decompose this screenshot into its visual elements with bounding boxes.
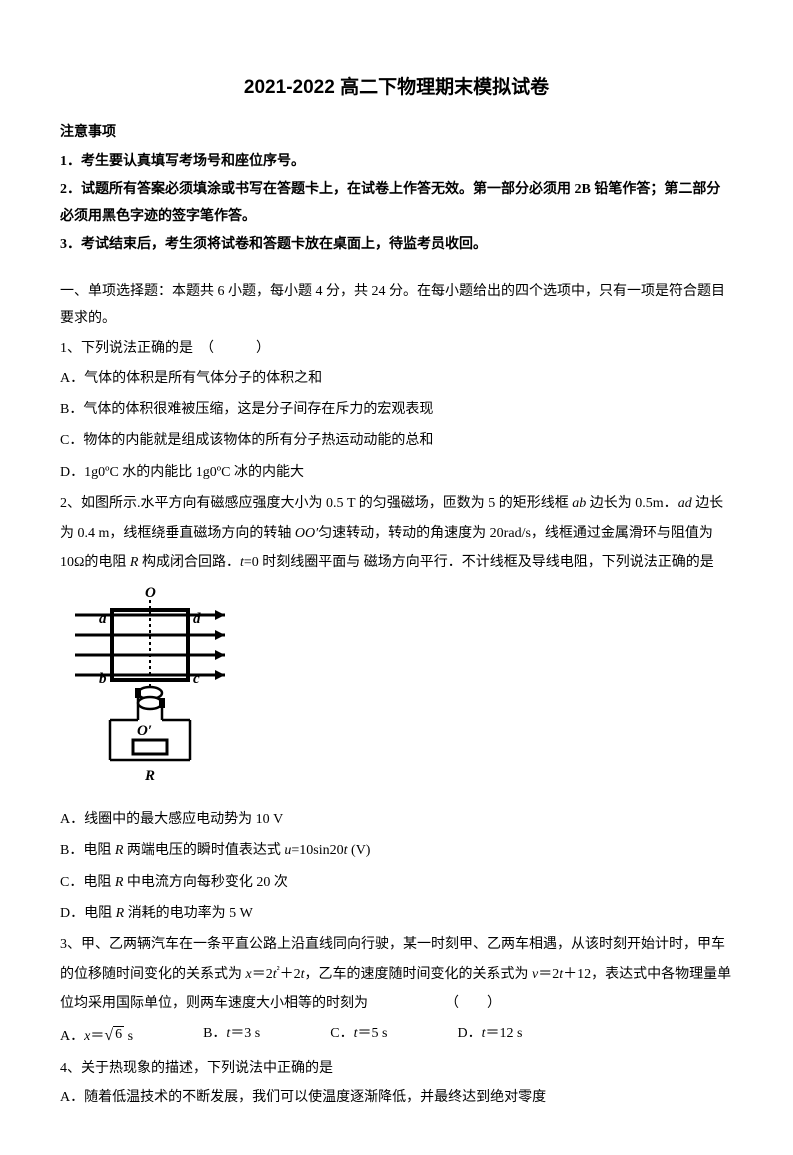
q2-option-c: C．电阻 R 中电流方向每秒变化 20 次 <box>60 868 733 897</box>
question-4: 4、关于热现象的描述，下列说法中正确的是 A．随着低温技术的不断发展，我们可以使… <box>60 1054 733 1113</box>
diagram-label-o-top: O <box>145 585 156 601</box>
q3-option-a: A．x＝√6 s <box>60 1019 133 1053</box>
q2-option-a: A．线圈中的最大感应电动势为 10 V <box>60 805 733 834</box>
q2-option-b: B．电阻 R 两端电压的瞬时值表达式 u=10sin20t (V) <box>60 836 733 865</box>
q2-stem: 2、如图所示.水平方向有磁感应强度大小为 0.5 T 的匀强磁场，匝数为 5 的… <box>60 489 733 577</box>
q1-option-a: A．气体的体积是所有气体分子的体积之和 <box>60 364 733 393</box>
diagram-label-b: b <box>99 671 107 687</box>
diagram-label-a: a <box>99 611 107 627</box>
diagram-label-c: c <box>193 671 200 687</box>
instruction-2: 2．试题所有答案必须填涂或书写在答题卡上，在试卷上作答无效。第一部分必须用 2B… <box>60 177 733 230</box>
notice-header: 注意事项 <box>60 120 733 147</box>
q3-stem: 3、甲、乙两辆汽车在一条平直公路上沿直线同向行驶，某一时刻甲、乙两车相遇，从该时… <box>60 930 733 1018</box>
q1-stem: 1、下列说法正确的是 （ ） <box>60 334 733 363</box>
q1-option-d: D．1g0ºC 水的内能比 1g0ºC 冰的内能大 <box>60 458 733 487</box>
q3-option-d: D．t＝12 s <box>457 1019 522 1053</box>
diagram-label-o-bot: O′ <box>137 723 152 739</box>
q2-option-d: D．电阻 R 消耗的电功率为 5 W <box>60 899 733 928</box>
instruction-1: 1．考生要认真填写考场号和座位序号。 <box>60 149 733 176</box>
question-3: 3、甲、乙两辆汽车在一条平直公路上沿直线同向行驶，某一时刻甲、乙两车相遇，从该时… <box>60 930 733 1052</box>
q1-option-c: C．物体的内能就是组成该物体的所有分子热运动动能的总和 <box>60 426 733 455</box>
question-1: 1、下列说法正确的是 （ ） A．气体的体积是所有气体分子的体积之和 B．气体的… <box>60 334 733 487</box>
exam-title: 2021-2022 高二下物理期末模拟试卷 <box>60 70 733 106</box>
instruction-3: 3．考试结束后，考生须将试卷和答题卡放在桌面上，待监考员收回。 <box>60 232 733 259</box>
q4-stem: 4、关于热现象的描述，下列说法中正确的是 <box>60 1054 733 1083</box>
q4-option-a: A．随着低温技术的不断发展，我们可以使温度逐渐降低，并最终达到绝对零度 <box>60 1083 733 1112</box>
diagram-label-d: d <box>193 611 201 627</box>
question-2: 2、如图所示.水平方向有磁感应强度大小为 0.5 T 的匀强磁场，匝数为 5 的… <box>60 489 733 928</box>
q2-diagram: O a d b c <box>65 585 733 796</box>
q3-options: A．x＝√6 s B．t＝3 s C．t＝5 s D．t＝12 s <box>60 1019 733 1053</box>
diagram-label-r: R <box>144 768 155 784</box>
section-1-intro: 一、单项选择题：本题共 6 小题，每小题 4 分，共 24 分。在每小题给出的四… <box>60 279 733 332</box>
q3-option-c: C．t＝5 s <box>330 1019 387 1053</box>
q1-option-b: B．气体的体积很难被压缩，这是分子间存在斥力的宏观表现 <box>60 395 733 424</box>
q3-option-b: B．t＝3 s <box>203 1019 260 1053</box>
